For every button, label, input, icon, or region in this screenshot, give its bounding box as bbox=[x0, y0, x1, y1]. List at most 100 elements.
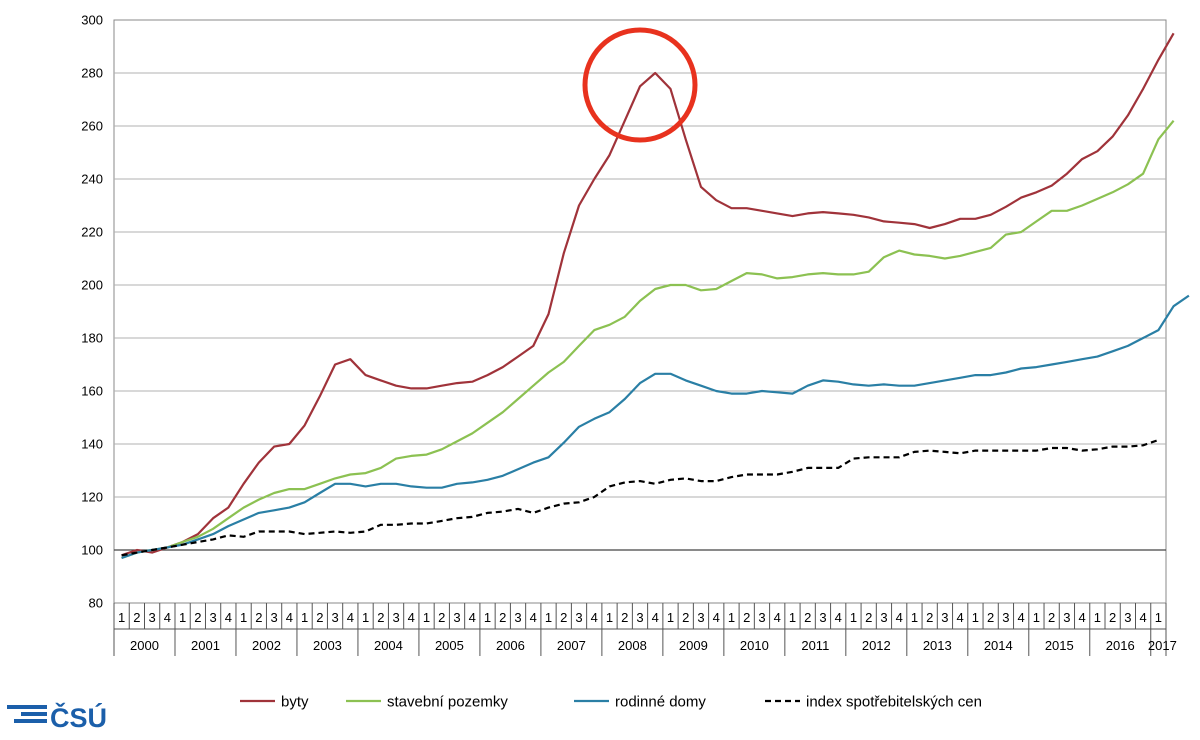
logo-bar-3 bbox=[14, 719, 47, 723]
quarter-label: 2 bbox=[1109, 610, 1116, 625]
y-tick-label: 280 bbox=[81, 66, 103, 81]
series-line-0 bbox=[121, 32, 1175, 557]
logo-bar-2 bbox=[21, 712, 47, 716]
quarter-label: 1 bbox=[1155, 610, 1162, 625]
quarter-label: 3 bbox=[1063, 610, 1070, 625]
year-label: 2000 bbox=[130, 638, 159, 653]
quarter-label: 4 bbox=[408, 610, 415, 625]
quarter-label: 1 bbox=[118, 610, 125, 625]
quarter-label: 4 bbox=[286, 610, 293, 625]
y-tick-label: 80 bbox=[89, 596, 103, 611]
series-line-1 bbox=[121, 120, 1175, 560]
quarter-label: 1 bbox=[1033, 610, 1040, 625]
quarter-label: 4 bbox=[1079, 610, 1086, 625]
year-label: 2010 bbox=[740, 638, 769, 653]
plot-frame bbox=[113, 19, 1167, 604]
year-label: 2014 bbox=[984, 638, 1013, 653]
year-label: 2002 bbox=[252, 638, 281, 653]
quarter-label: 4 bbox=[652, 610, 659, 625]
year-label: 2013 bbox=[923, 638, 952, 653]
quarter-label: 3 bbox=[941, 610, 948, 625]
quarter-label: 4 bbox=[774, 610, 781, 625]
quarter-label: 1 bbox=[545, 610, 552, 625]
quarter-label: 1 bbox=[362, 610, 369, 625]
y-tick-label: 180 bbox=[81, 331, 103, 346]
quarter-label: 1 bbox=[484, 610, 491, 625]
quarter-label: 3 bbox=[514, 610, 521, 625]
quarter-label: 3 bbox=[636, 610, 643, 625]
quarter-label: 3 bbox=[1002, 610, 1009, 625]
year-label: 2009 bbox=[679, 638, 708, 653]
year-label: 2005 bbox=[435, 638, 464, 653]
quarter-label: 2 bbox=[560, 610, 567, 625]
y-tick-label: 160 bbox=[81, 384, 103, 399]
quarter-label: 3 bbox=[392, 610, 399, 625]
quarter-label: 2 bbox=[438, 610, 445, 625]
quarter-label: 3 bbox=[819, 610, 826, 625]
year-label: 2008 bbox=[618, 638, 647, 653]
quarter-label: 2 bbox=[499, 610, 506, 625]
year-label: 2004 bbox=[374, 638, 403, 653]
quarter-label: 1 bbox=[179, 610, 186, 625]
quarter-label: 4 bbox=[957, 610, 964, 625]
quarter-label: 3 bbox=[758, 610, 765, 625]
grid-lines bbox=[113, 19, 1167, 604]
quarter-label: 3 bbox=[331, 610, 338, 625]
quarter-label: 2 bbox=[621, 610, 628, 625]
quarter-label: 1 bbox=[240, 610, 247, 625]
series-line-3 bbox=[121, 438, 1159, 557]
legend-label-2: rodinné domy bbox=[615, 694, 706, 711]
quarter-label: 4 bbox=[347, 610, 354, 625]
y-axis-tick-labels: 80 100 120 140 160 180 200 220 240 260 280 300 bbox=[81, 13, 103, 611]
quarter-label: 3 bbox=[148, 610, 155, 625]
y-tick-label: 300 bbox=[81, 13, 103, 28]
quarter-label: 4 bbox=[896, 610, 903, 625]
quarter-label: 2 bbox=[743, 610, 750, 625]
quarter-label: 1 bbox=[911, 610, 918, 625]
quarter-label: 2 bbox=[926, 610, 933, 625]
series-lines bbox=[121, 32, 1190, 560]
quarter-label: 3 bbox=[697, 610, 704, 625]
quarter-label: 2 bbox=[865, 610, 872, 625]
year-label: 2011 bbox=[801, 638, 829, 653]
year-label: 2017 bbox=[1148, 638, 1177, 653]
highlight-circle-annotation bbox=[582, 27, 698, 143]
quarter-label: 4 bbox=[225, 610, 232, 625]
quarter-label: 1 bbox=[789, 610, 796, 625]
quarter-label: 2 bbox=[682, 610, 689, 625]
quarter-label: 2 bbox=[377, 610, 384, 625]
y-tick-label: 100 bbox=[81, 543, 103, 558]
quarter-label: 4 bbox=[164, 610, 171, 625]
legend-label-3: index spotřebitelských cen bbox=[806, 694, 982, 711]
quarter-label: 4 bbox=[713, 610, 720, 625]
logo-bar-1 bbox=[7, 705, 47, 709]
y-tick-label: 260 bbox=[81, 119, 103, 134]
quarter-label: 2 bbox=[1048, 610, 1055, 625]
year-label: 2003 bbox=[313, 638, 342, 653]
quarter-label: 1 bbox=[972, 610, 979, 625]
year-label: 2012 bbox=[862, 638, 891, 653]
y-tick-label: 220 bbox=[81, 225, 103, 240]
quarter-label: 3 bbox=[209, 610, 216, 625]
quarter-label: 2 bbox=[133, 610, 140, 625]
quarter-label: 3 bbox=[575, 610, 582, 625]
year-label: 2016 bbox=[1106, 638, 1135, 653]
quarter-label: 4 bbox=[530, 610, 537, 625]
y-tick-label: 200 bbox=[81, 278, 103, 293]
quarter-label: 4 bbox=[591, 610, 598, 625]
quarter-label: 3 bbox=[453, 610, 460, 625]
quarter-label: 4 bbox=[1140, 610, 1147, 625]
quarter-label: 4 bbox=[835, 610, 842, 625]
quarter-label: 1 bbox=[423, 610, 430, 625]
quarter-label: 2 bbox=[255, 610, 262, 625]
quarter-label: 2 bbox=[987, 610, 994, 625]
quarter-label: 1 bbox=[301, 610, 308, 625]
quarter-label: 1 bbox=[667, 610, 674, 625]
quarter-label: 3 bbox=[270, 610, 277, 625]
quarter-label: 4 bbox=[469, 610, 476, 625]
quarter-label: 1 bbox=[728, 610, 735, 625]
quarter-label: 1 bbox=[850, 610, 857, 625]
series-line-2 bbox=[121, 294, 1190, 560]
quarter-label: 3 bbox=[1124, 610, 1131, 625]
